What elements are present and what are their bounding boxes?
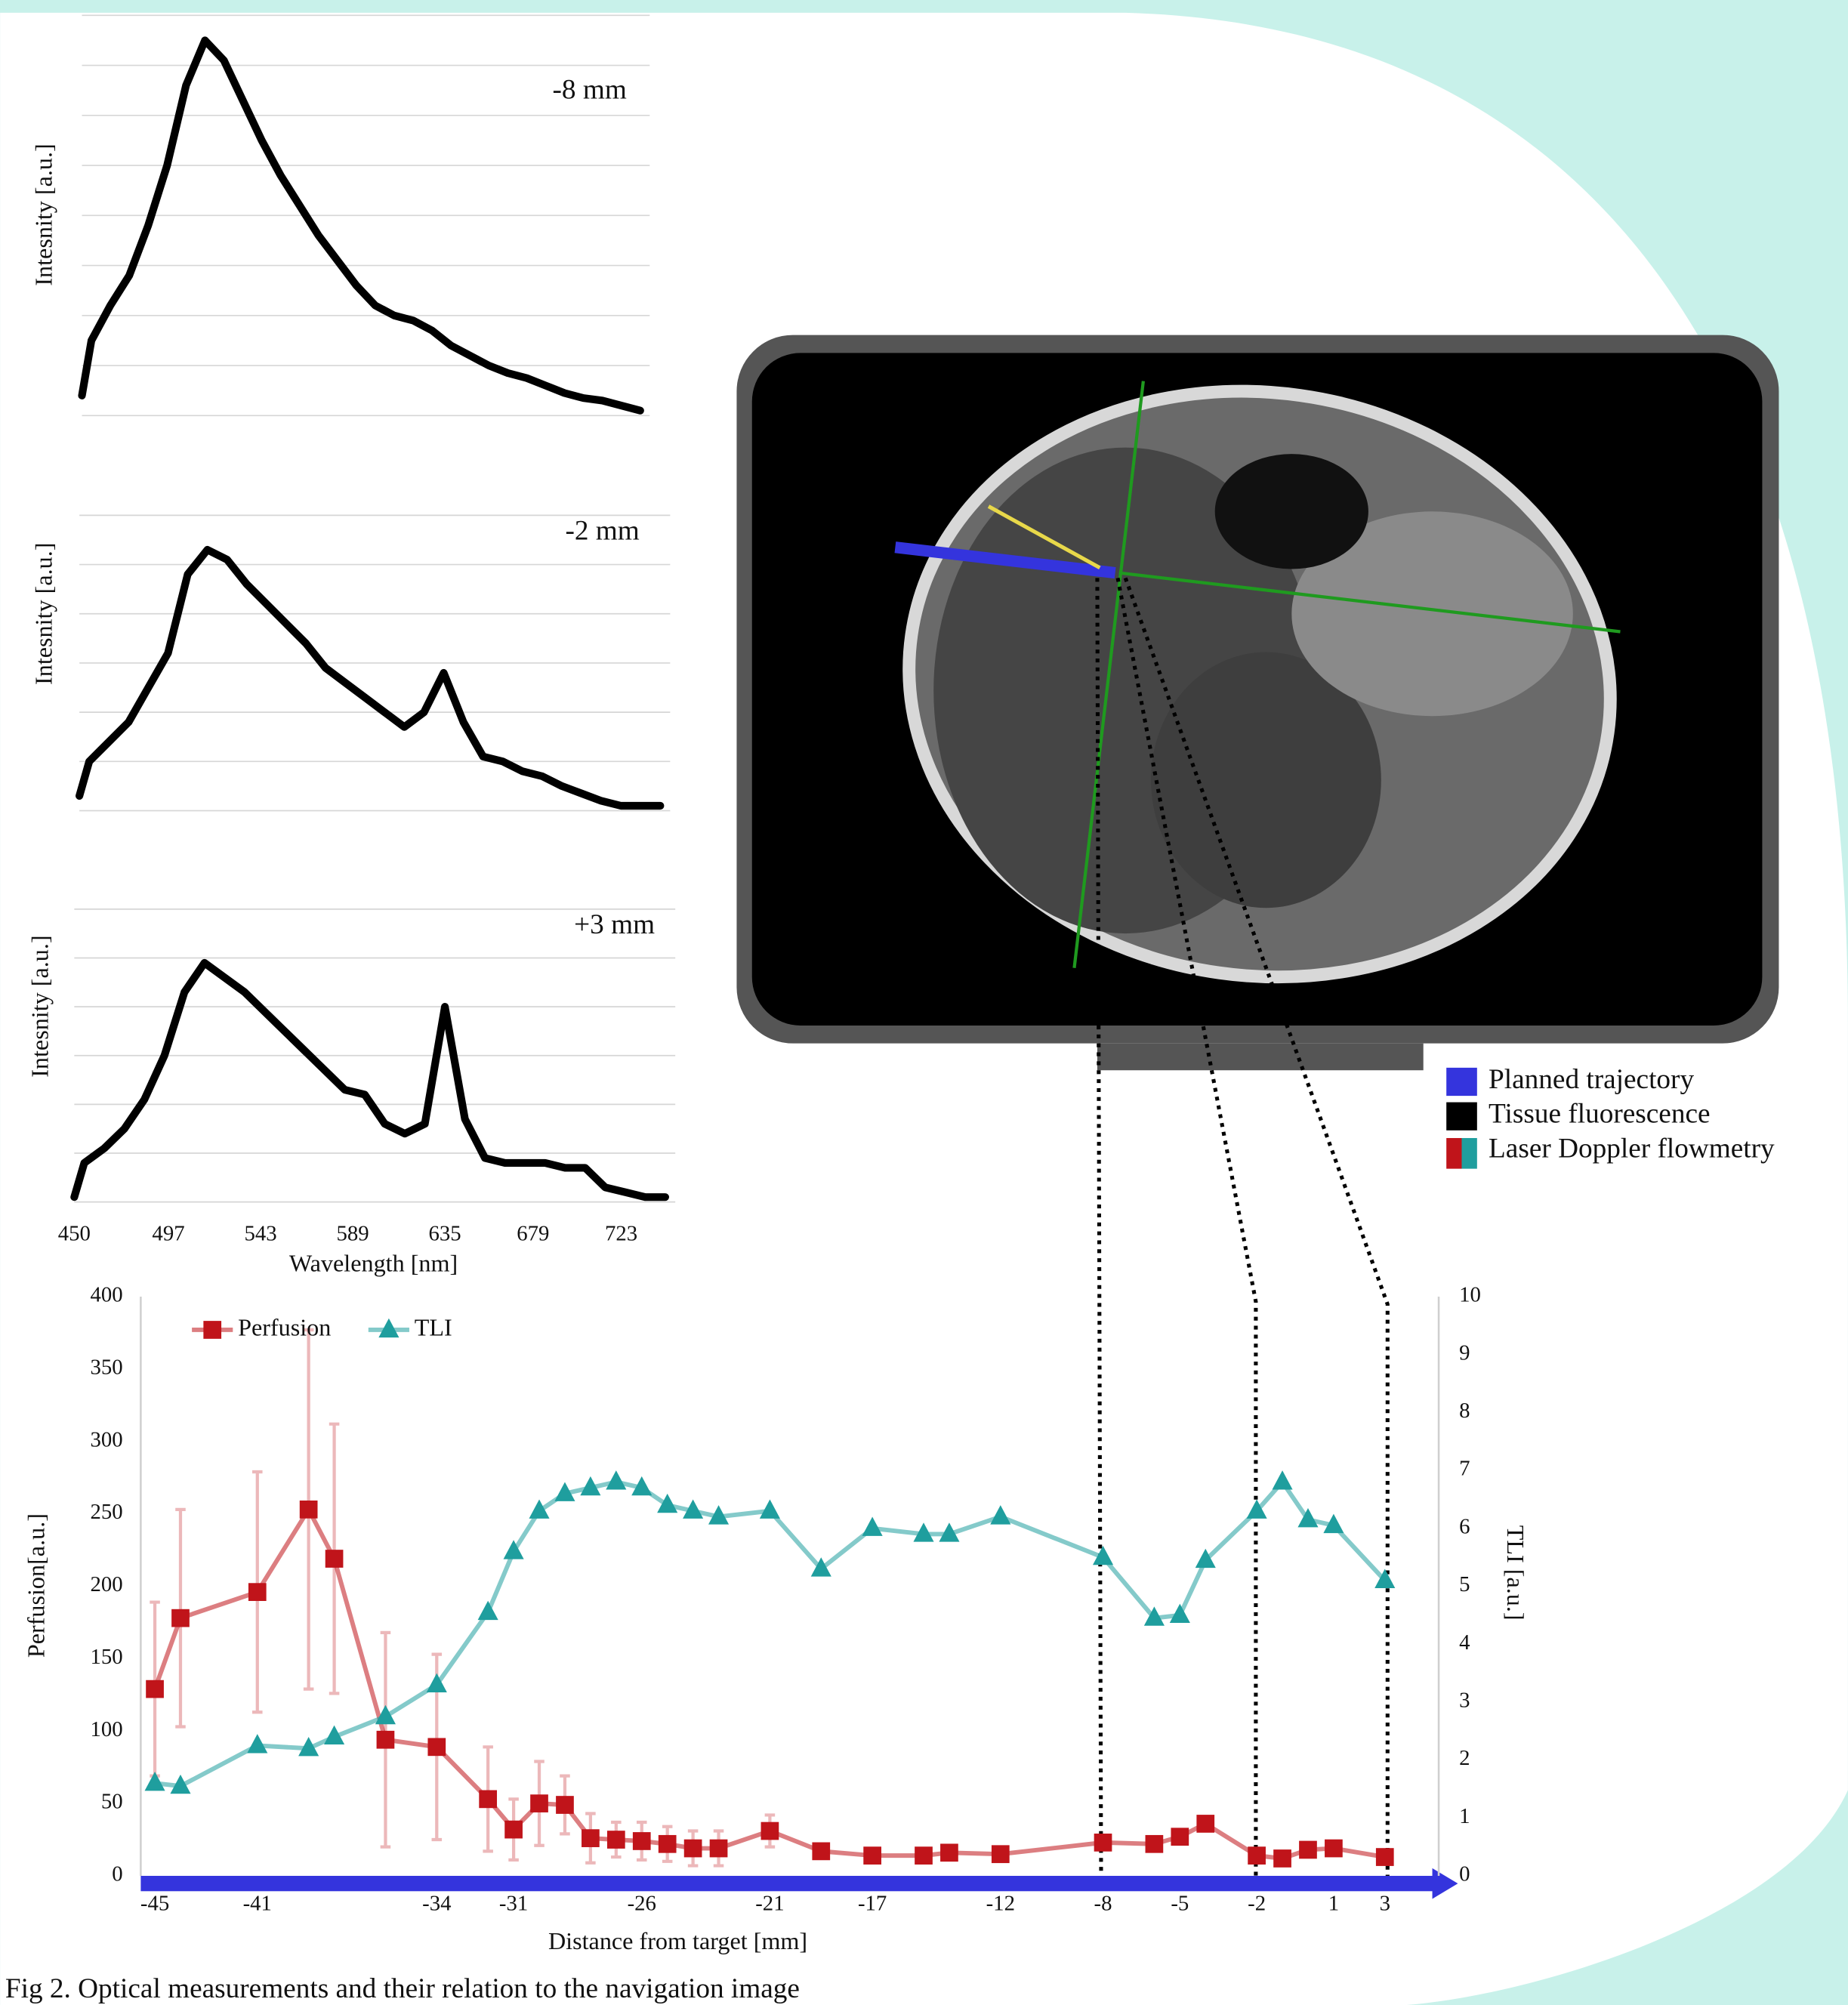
marker: [1196, 1815, 1214, 1833]
y2-tick-label: 8: [1459, 1399, 1470, 1423]
marker: [915, 1846, 933, 1865]
marker: [146, 1680, 164, 1698]
x-tick-label: 679: [517, 1221, 549, 1245]
marker: [248, 1583, 267, 1601]
marker: [761, 1822, 779, 1840]
x-tick-label: -41: [243, 1892, 272, 1916]
caption: Fig 2. Optical measurements and their re…: [5, 1973, 800, 2004]
marker: [684, 1840, 702, 1858]
y2-tick-label: 9: [1459, 1340, 1470, 1365]
sinus: [1215, 454, 1368, 569]
x-tick-label: -21: [755, 1892, 784, 1916]
x-tick-label: -8: [1094, 1892, 1112, 1916]
x-tick-label: 589: [336, 1221, 369, 1245]
x-tick-label: 723: [605, 1221, 637, 1245]
marker: [479, 1790, 497, 1808]
x-tick-label: -2: [1248, 1892, 1266, 1916]
x-tick-label: -5: [1171, 1892, 1189, 1916]
y2-tick-label: 5: [1459, 1572, 1470, 1596]
marker: [1094, 1834, 1112, 1852]
annotation: -8 mm: [553, 74, 627, 105]
x-tick-label: 635: [429, 1221, 461, 1245]
y-tick-label: 100: [91, 1717, 123, 1741]
x-tick-label: 3: [1380, 1892, 1390, 1916]
marker: [607, 1831, 625, 1849]
marker: [556, 1796, 574, 1814]
legend-swatch: [1446, 1138, 1461, 1169]
marker: [710, 1840, 728, 1858]
x-tick-label: -12: [986, 1892, 1015, 1916]
monitor: [736, 335, 1779, 1071]
x-tick-label: -31: [499, 1892, 528, 1916]
y-tick-label: 50: [101, 1790, 123, 1814]
y2-tick-label: 0: [1459, 1862, 1470, 1886]
marker: [633, 1832, 651, 1850]
y-tick-label: 200: [91, 1572, 123, 1596]
legend-label: TLI: [415, 1313, 452, 1340]
legend-text: Tissue fluorescence: [1489, 1099, 1710, 1130]
marker: [504, 1821, 523, 1839]
y2-tick-label: 4: [1459, 1630, 1470, 1655]
y-tick-label: 300: [91, 1427, 123, 1451]
y2-tick-label: 7: [1459, 1457, 1470, 1481]
x-tick-label: 450: [58, 1221, 91, 1245]
y2-tick-label: 6: [1459, 1514, 1470, 1538]
x-tick-label: -17: [858, 1892, 887, 1916]
marker: [377, 1731, 395, 1749]
x-tick-label: -34: [422, 1892, 451, 1916]
x-tick-label: 1: [1328, 1892, 1339, 1916]
marker: [863, 1846, 881, 1865]
y-tick-label: 150: [91, 1645, 123, 1669]
legend-text: Planned trajectory: [1489, 1064, 1694, 1095]
y-tick-label: 400: [91, 1283, 123, 1307]
marker: [1171, 1828, 1189, 1846]
y-axis-label: Intesnity [a.u.]: [29, 543, 57, 685]
y2-axis-label: TLI [a.u.]: [1502, 1525, 1529, 1621]
legend-swatch: [1446, 1103, 1477, 1131]
y2-tick-label: 3: [1459, 1688, 1470, 1712]
x-tick-label: 497: [152, 1221, 184, 1245]
marker: [300, 1501, 318, 1519]
marker: [992, 1845, 1010, 1863]
page: {"chart_data":[ {"type":"line","annotati…: [0, 0, 1848, 2005]
marker: [940, 1843, 958, 1862]
marker: [1325, 1840, 1343, 1858]
y2-tick-label: 10: [1459, 1283, 1481, 1307]
marker: [1146, 1835, 1164, 1853]
legend-swatch: [1446, 1068, 1477, 1096]
x-axis-label: Distance from target [mm]: [548, 1927, 807, 1954]
legend-label: Perfusion: [238, 1313, 331, 1340]
x-axis-label: Wavelength [nm]: [289, 1250, 458, 1277]
trajectory-arrow: [140, 1876, 1439, 1891]
legend-marker: [203, 1321, 221, 1339]
figure: Planned trajectory Tissue fluorescence L…: [0, 0, 1848, 2005]
marker: [171, 1609, 190, 1627]
marker: [582, 1829, 600, 1847]
y-tick-label: 250: [91, 1500, 123, 1524]
annotation: -2 mm: [565, 516, 639, 547]
marker: [325, 1550, 344, 1568]
y-axis-label: Perfusion[a.u.]: [22, 1513, 49, 1658]
marker: [1273, 1849, 1291, 1868]
y2-tick-label: 1: [1459, 1804, 1470, 1828]
y-tick-label: 350: [91, 1355, 123, 1379]
y-tick-label: 0: [112, 1862, 122, 1886]
y-axis-label: Intesnity [a.u.]: [26, 935, 53, 1077]
x-tick-label: -45: [140, 1892, 169, 1916]
annotation: +3 mm: [574, 909, 655, 940]
y-axis-label: Intesnity [a.u.]: [29, 143, 57, 285]
y2-tick-label: 2: [1459, 1746, 1470, 1770]
marker: [1299, 1841, 1317, 1859]
legend-swatch: [1462, 1138, 1477, 1169]
x-tick-label: -26: [628, 1892, 656, 1916]
marker: [1248, 1846, 1266, 1865]
x-tick-label: 543: [244, 1221, 276, 1245]
marker: [1376, 1848, 1394, 1866]
legend-text: Laser Doppler flowmetry: [1489, 1133, 1775, 1164]
marker: [659, 1835, 677, 1853]
marker: [427, 1738, 446, 1756]
marker: [812, 1843, 830, 1861]
monitor-stand: [1097, 1044, 1424, 1071]
marker: [530, 1794, 548, 1812]
